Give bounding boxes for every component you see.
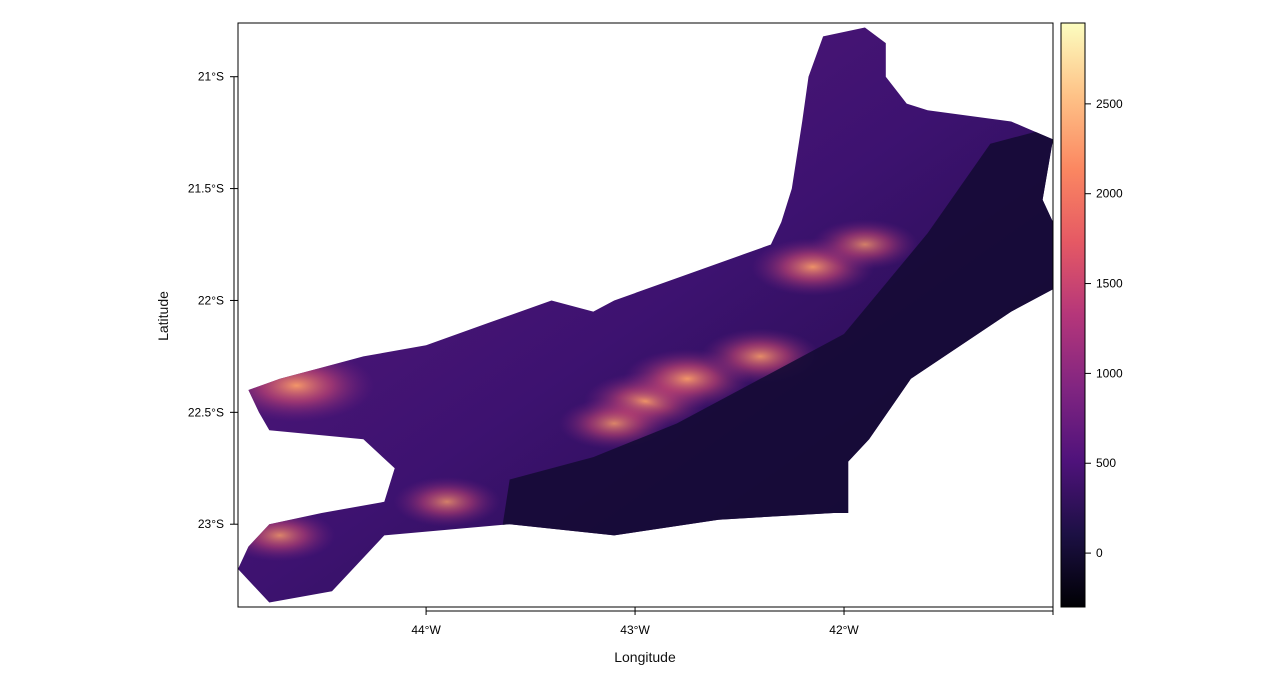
colorbar-tick-label: 1000 bbox=[1096, 366, 1123, 380]
colorbar-tick-label: 1500 bbox=[1096, 277, 1123, 291]
y-axis: 21°S 21.5°S 22°S 22.5°S 23°S bbox=[188, 70, 238, 531]
elevation-peak bbox=[558, 397, 670, 450]
x-axis: 44°W 43°W 42°W bbox=[411, 607, 1054, 637]
colorbar: 0 500 1000 1500 2000 2500 bbox=[1060, 22, 1123, 608]
colorbar-tick-label: 0 bbox=[1096, 546, 1103, 560]
y-tick-label: 22°S bbox=[198, 293, 224, 307]
y-tick-label: 21°S bbox=[198, 70, 224, 84]
map-panel bbox=[237, 22, 1054, 608]
elevation-peak bbox=[811, 219, 919, 270]
y-axis-title: Latitude bbox=[155, 291, 171, 341]
x-axis-title: Longitude bbox=[614, 649, 676, 665]
x-tick-label: 43°W bbox=[620, 623, 650, 637]
colorbar-tick-label: 500 bbox=[1096, 456, 1116, 470]
x-tick-label: 44°W bbox=[411, 623, 441, 637]
colorbar-ticks: 0 500 1000 1500 2000 2500 bbox=[1085, 97, 1123, 560]
colorbar-tick-label: 2500 bbox=[1096, 97, 1123, 111]
plot-border bbox=[237, 22, 1054, 608]
y-tick-label: 23°S bbox=[198, 517, 224, 531]
elevation-peak bbox=[393, 476, 501, 527]
x-tick-label: 42°W bbox=[829, 623, 859, 637]
y-tick-label: 21.5°S bbox=[188, 182, 224, 196]
colorbar-tick-label: 2000 bbox=[1096, 187, 1123, 201]
y-tick-label: 22.5°S bbox=[188, 405, 224, 419]
colorbar-ramp bbox=[1060, 22, 1086, 608]
